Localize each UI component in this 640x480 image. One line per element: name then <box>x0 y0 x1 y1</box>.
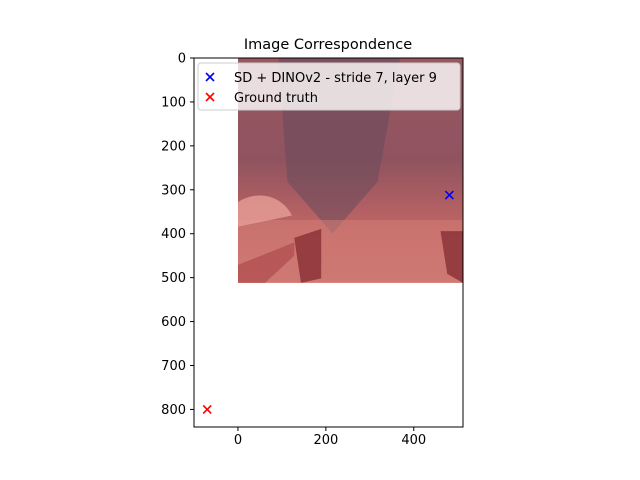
x-tick-label: 200 <box>313 433 338 448</box>
y-tick-label: 0 <box>178 52 186 67</box>
plot-frame <box>193 57 464 428</box>
legend-marker <box>205 92 215 102</box>
y-tick-label: 500 <box>161 271 186 286</box>
legend-label: SD + DINOv2 - stride 7, layer 9 <box>234 71 437 86</box>
prediction-point <box>444 190 454 200</box>
legend-label: Ground truth <box>234 91 318 106</box>
ground-truth-point <box>202 404 212 414</box>
y-tick-label: 600 <box>161 315 186 330</box>
legend-marker <box>205 72 215 82</box>
y-tick-label: 700 <box>161 359 186 374</box>
legend: SD + DINOv2 - stride 7, layer 9 Ground tr… <box>197 62 461 111</box>
y-tick-label: 800 <box>161 403 186 418</box>
y-tick-label: 200 <box>161 139 186 154</box>
y-tick-label: 100 <box>161 95 186 110</box>
chart-title: Image Correspondence <box>244 37 412 53</box>
y-tick-label: 300 <box>161 183 186 198</box>
x-tick-label: 0 <box>234 433 242 448</box>
y-tick-label: 400 <box>161 227 186 242</box>
x-tick-label: 400 <box>401 433 426 448</box>
